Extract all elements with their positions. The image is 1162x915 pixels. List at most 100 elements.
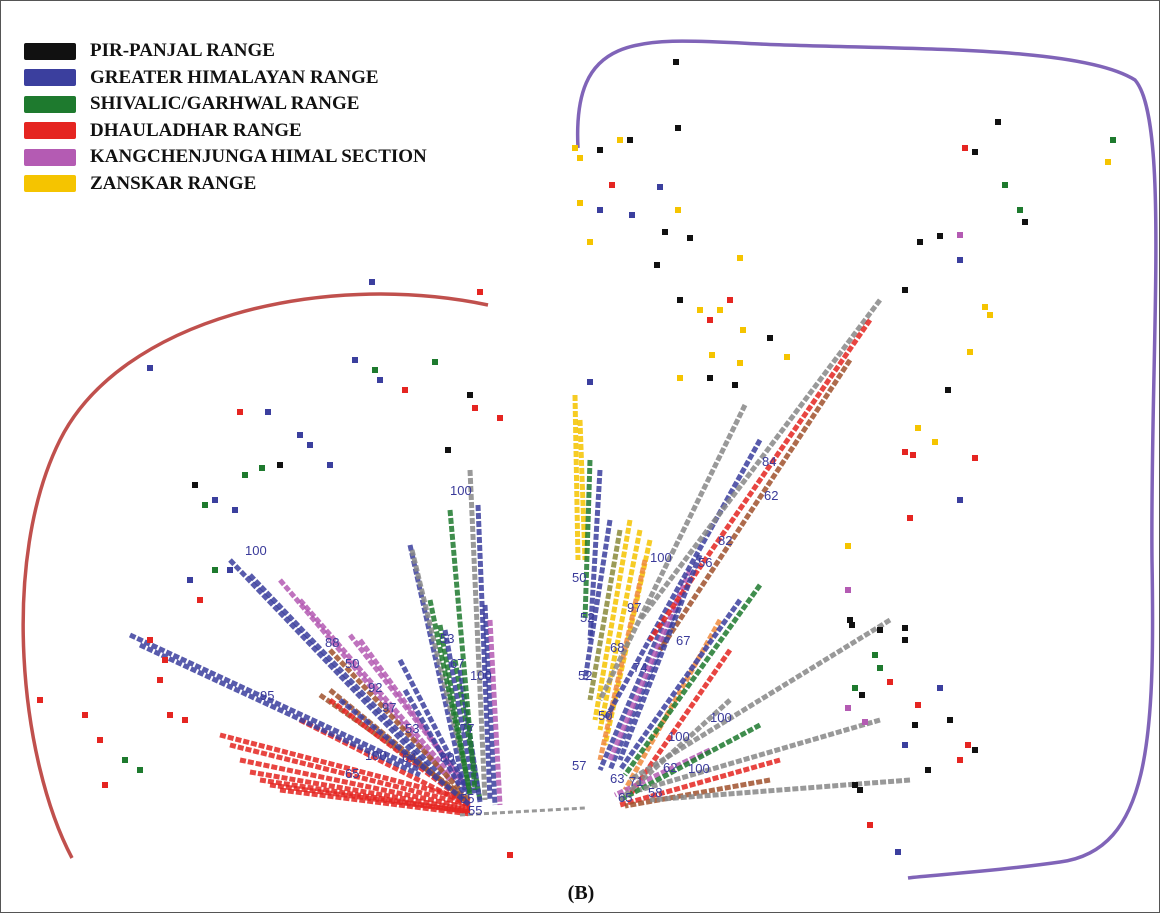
- tip-marker-90: [932, 439, 938, 445]
- tip-marker-66: [709, 352, 715, 358]
- tip-marker-25: [307, 442, 313, 448]
- bootstrap-label-9: 64: [402, 750, 416, 765]
- branch-57: [638, 298, 882, 622]
- tip-marker-115: [965, 742, 971, 748]
- tip-marker-101: [902, 625, 908, 631]
- bootstrap-label-13: 100: [470, 668, 492, 683]
- tip-marker-57: [737, 255, 743, 261]
- tip-marker-65: [784, 354, 790, 360]
- tip-marker-114: [947, 717, 953, 723]
- tip-marker-82: [957, 232, 963, 238]
- tip-marker-109: [937, 685, 943, 691]
- bootstrap-label-6: 97: [382, 700, 396, 715]
- tip-marker-85: [982, 304, 988, 310]
- tip-marker-16: [202, 502, 208, 508]
- tip-marker-3: [102, 782, 108, 788]
- tip-marker-47: [609, 182, 615, 188]
- bootstrap-label-22: 52: [578, 668, 592, 683]
- bootstrap-label-10: 65: [345, 766, 359, 781]
- clade-arc-right: [575, 39, 1158, 880]
- tip-marker-78: [1017, 207, 1023, 213]
- tip-marker-112: [902, 742, 908, 748]
- tip-marker-50: [597, 207, 603, 213]
- bootstrap-label-25: 74: [633, 660, 647, 675]
- branch-44: [597, 559, 648, 761]
- legend-item-zanskar: ZANSKAR RANGE: [24, 171, 427, 198]
- tip-marker-74: [972, 149, 978, 155]
- tip-marker-72: [995, 119, 1001, 125]
- bootstrap-label-12: 67: [450, 656, 464, 671]
- branch-60: [628, 617, 892, 783]
- branch-59: [657, 358, 853, 652]
- bootstrap-label-20: 52: [580, 610, 594, 625]
- tip-marker-120: [895, 849, 901, 855]
- tip-marker-122: [852, 782, 858, 788]
- bootstrap-label-29: 62: [764, 488, 778, 503]
- branch-24: [437, 624, 473, 796]
- tip-marker-44: [627, 137, 633, 143]
- tip-marker-58: [677, 297, 683, 303]
- bootstrap-label-37: 100: [668, 729, 690, 744]
- tip-marker-52: [675, 207, 681, 213]
- branch-39: [582, 519, 613, 681]
- tip-marker-29: [377, 377, 383, 383]
- tip-marker-99: [849, 622, 855, 628]
- branch-10: [128, 632, 422, 773]
- legend-swatch-greater-himalayan: [24, 69, 76, 87]
- bootstrap-label-31: 57: [572, 758, 586, 773]
- bootstrap-label-23: 97: [627, 600, 641, 615]
- tip-marker-62: [707, 317, 713, 323]
- tip-marker-96: [845, 543, 851, 549]
- legend-swatch-zanskar: [24, 175, 76, 193]
- branch-51: [618, 722, 762, 803]
- tip-marker-84: [902, 287, 908, 293]
- tip-marker-83: [957, 257, 963, 263]
- tip-marker-36: [147, 365, 153, 371]
- tip-marker-98: [847, 617, 853, 623]
- branch-32: [467, 469, 488, 801]
- tip-marker-38: [477, 289, 483, 295]
- bootstrap-label-21: 68: [610, 640, 624, 655]
- bootstrap-label-19: 50: [572, 570, 586, 585]
- tip-marker-118: [925, 767, 931, 773]
- branch-11: [138, 642, 422, 778]
- branch-38: [587, 469, 603, 641]
- bootstrap-label-5: 95: [260, 688, 274, 703]
- bootstrap-label-27: 82: [718, 533, 732, 548]
- branch-1: [239, 757, 471, 811]
- bootstrap-label-32: 63: [610, 771, 624, 786]
- legend-item-kangchenjunga: KANGCHENJUNGA HIMAL SECTION: [24, 144, 427, 171]
- tip-marker-68: [677, 375, 683, 381]
- tip-marker-108: [845, 705, 851, 711]
- tip-marker-5: [137, 767, 143, 773]
- legend-label-dhauladhar: DHAULADHAR RANGE: [90, 119, 302, 141]
- tip-marker-100: [877, 627, 883, 633]
- tip-marker-92: [910, 452, 916, 458]
- tip-marker-8: [182, 717, 188, 723]
- tip-marker-106: [852, 685, 858, 691]
- tip-marker-103: [872, 652, 878, 658]
- tip-marker-33: [472, 405, 478, 411]
- tip-marker-89: [915, 425, 921, 431]
- tip-marker-51: [629, 212, 635, 218]
- tip-marker-37: [369, 279, 375, 285]
- bootstrap-label-3: 50: [345, 656, 359, 671]
- bootstrap-label-24: 67: [676, 633, 690, 648]
- tip-marker-19: [242, 472, 248, 478]
- legend: PIR-PANJAL RANGE GREATER HIMALAYAN RANGE…: [24, 38, 427, 197]
- tip-marker-79: [1022, 219, 1028, 225]
- tip-marker-70: [707, 375, 713, 381]
- tip-marker-9: [162, 657, 168, 663]
- bootstrap-label-18: 100: [650, 550, 672, 565]
- tip-marker-111: [862, 719, 868, 725]
- tip-marker-107: [859, 692, 865, 698]
- branch-13: [248, 573, 442, 777]
- branch-42: [597, 529, 643, 731]
- tip-marker-2: [97, 737, 103, 743]
- tip-marker-75: [1110, 137, 1116, 143]
- branch-63: [617, 598, 743, 772]
- tip-marker-53: [587, 239, 593, 245]
- tip-marker-6: [157, 677, 163, 683]
- branch-61: [639, 717, 881, 793]
